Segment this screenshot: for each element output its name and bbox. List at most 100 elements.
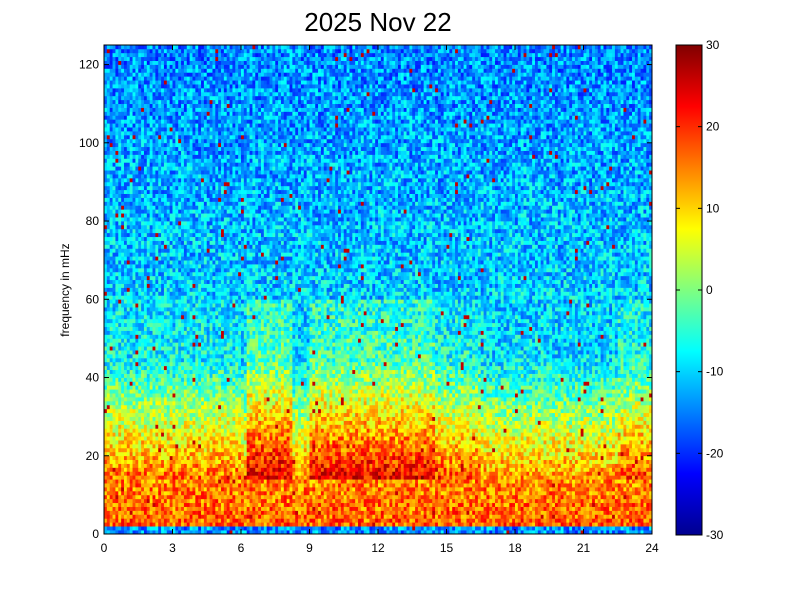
heatmap-cell — [110, 45, 113, 49]
heatmap-cell — [158, 245, 161, 249]
heatmap-cell — [153, 319, 156, 323]
heatmap-cell — [192, 182, 195, 186]
heatmap-cell — [178, 307, 181, 311]
heatmap-cell — [212, 229, 215, 233]
heatmap-cell — [127, 362, 130, 366]
heatmap-cell — [190, 299, 193, 303]
heatmap-cell — [215, 182, 218, 186]
heatmap-cell — [110, 487, 113, 491]
heatmap-cell — [141, 405, 144, 409]
heatmap-cell — [130, 76, 133, 80]
heatmap-cell — [167, 174, 170, 178]
heatmap-cell — [127, 526, 130, 530]
heatmap-cell — [190, 209, 193, 213]
heatmap-cell — [141, 303, 144, 307]
heatmap-cell — [210, 378, 213, 382]
heatmap-cell — [173, 61, 176, 65]
heatmap-cell — [204, 205, 207, 209]
heatmap-cell — [144, 475, 147, 479]
heatmap-cell — [192, 303, 195, 307]
heatmap-cell — [138, 272, 141, 276]
heatmap-cell — [150, 92, 153, 96]
heatmap-cell — [130, 284, 133, 288]
heatmap-cell — [147, 162, 150, 166]
heatmap-cell — [170, 182, 173, 186]
heatmap-cell — [135, 526, 138, 530]
heatmap-cell — [181, 362, 184, 366]
heatmap-cell — [158, 209, 161, 213]
heatmap-cell — [204, 88, 207, 92]
heatmap-cell — [127, 401, 130, 405]
heatmap-cell — [130, 166, 133, 170]
heatmap-cell — [147, 370, 150, 374]
heatmap-cell — [210, 221, 213, 225]
heatmap-cell — [198, 401, 201, 405]
heatmap-cell — [113, 65, 116, 69]
heatmap-cell — [167, 511, 170, 515]
heatmap-cell — [212, 194, 215, 198]
heatmap-cell — [158, 80, 161, 84]
heatmap-cell — [135, 346, 138, 350]
heatmap-cell — [195, 385, 198, 389]
heatmap-cell — [121, 291, 124, 295]
heatmap-cell — [118, 522, 121, 526]
heatmap-cell — [158, 291, 161, 295]
heatmap-cell — [190, 483, 193, 487]
heatmap-cell — [204, 139, 207, 143]
heatmap-cell — [130, 393, 133, 397]
heatmap-cell — [207, 143, 210, 147]
heatmap-cell — [110, 119, 113, 123]
heatmap-cell — [127, 229, 130, 233]
heatmap-cell — [173, 288, 176, 292]
heatmap-cell — [204, 518, 207, 522]
heatmap-cell — [115, 362, 118, 366]
heatmap-cell — [164, 409, 167, 413]
heatmap-cell — [198, 143, 201, 147]
heatmap-cell — [127, 440, 130, 444]
heatmap-cell — [138, 366, 141, 370]
heatmap-cell — [164, 428, 167, 432]
heatmap-cell — [178, 464, 181, 468]
heatmap-cell — [207, 487, 210, 491]
heatmap-cell — [155, 323, 158, 327]
heatmap-cell — [187, 323, 190, 327]
heatmap-cell — [170, 464, 173, 468]
heatmap-cell — [212, 127, 215, 131]
heatmap-cell — [115, 84, 118, 88]
heatmap-cell — [170, 511, 173, 515]
heatmap-cell — [212, 225, 215, 229]
heatmap-cell — [181, 331, 184, 335]
heatmap-cell — [175, 65, 178, 69]
heatmap-cell — [178, 155, 181, 159]
heatmap-cell — [135, 88, 138, 92]
heatmap-cell — [107, 421, 110, 425]
heatmap-cell — [190, 413, 193, 417]
heatmap-cell — [127, 182, 130, 186]
heatmap-cell — [115, 288, 118, 292]
heatmap-cell — [195, 436, 198, 440]
heatmap-cell — [164, 440, 167, 444]
heatmap-cell — [141, 182, 144, 186]
heatmap-cell — [133, 303, 136, 307]
heatmap-cell — [153, 405, 156, 409]
heatmap-cell — [158, 421, 161, 425]
heatmap-cell — [190, 151, 193, 155]
heatmap-cell — [210, 61, 213, 65]
heatmap-cell — [138, 432, 141, 436]
heatmap-cell — [141, 327, 144, 331]
heatmap-cell — [175, 233, 178, 237]
heatmap-cell — [190, 217, 193, 221]
heatmap-cell — [212, 241, 215, 245]
heatmap-cell — [175, 272, 178, 276]
heatmap-cell — [161, 166, 164, 170]
heatmap-cell — [178, 127, 181, 131]
heatmap-cell — [181, 209, 184, 213]
heatmap-cell — [127, 127, 130, 131]
heatmap-cell — [155, 53, 158, 57]
heatmap-cell — [135, 80, 138, 84]
heatmap-cell — [204, 68, 207, 72]
heatmap-cell — [178, 436, 181, 440]
heatmap-cell — [127, 452, 130, 456]
heatmap-cell — [121, 276, 124, 280]
heatmap-cell — [181, 448, 184, 452]
